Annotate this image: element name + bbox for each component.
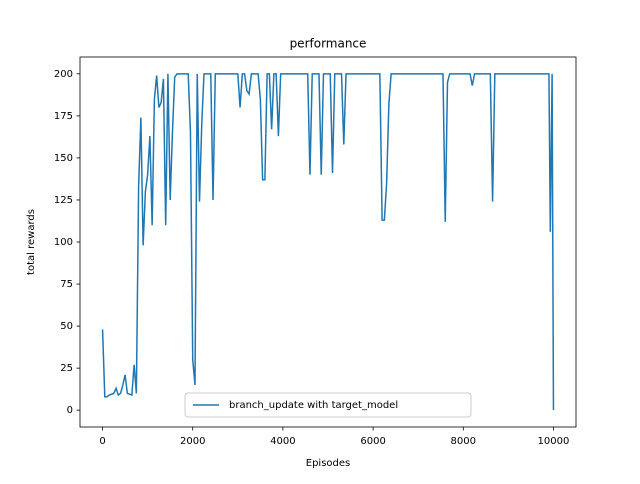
x-tick-label: 6000: [360, 436, 385, 447]
y-tick-label: 175: [54, 111, 73, 122]
y-tick-label: 125: [54, 195, 73, 206]
y-axis-label: total rewards: [26, 209, 37, 275]
legend-label: branch_update with target_model: [229, 400, 398, 411]
data-line: [101, 73, 555, 411]
legend: branch_update with target_model: [184, 392, 472, 418]
x-tick-label: 4000: [270, 436, 295, 447]
x-tick-label: 8000: [451, 436, 476, 447]
chart-title: performance: [290, 37, 367, 51]
legend-box: [184, 392, 472, 418]
x-axis-label: Episodes: [306, 458, 350, 469]
x-tick-label: 0: [99, 436, 105, 447]
y-tick-label: 25: [60, 363, 73, 374]
y-tick-label: 200: [54, 69, 73, 80]
y-tick-label: 100: [54, 237, 73, 248]
y-tick-label: 75: [60, 279, 73, 290]
x-tick-label: 2000: [180, 436, 205, 447]
y-tick-label: 50: [60, 321, 73, 332]
x-tick-label: 10000: [538, 436, 570, 447]
y-tick-label: 150: [54, 153, 73, 164]
plot-frame: [79, 56, 577, 428]
y-tick-label: 0: [67, 405, 73, 416]
